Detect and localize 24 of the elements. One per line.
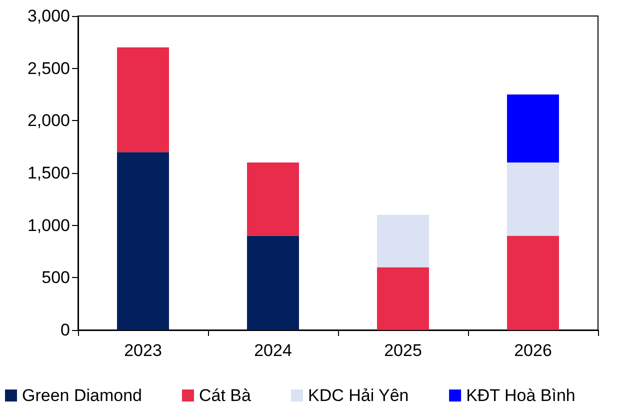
legend-label: KĐT Hoà Bình [466,386,576,405]
bar [507,236,559,330]
bar [377,267,429,330]
bar [247,162,299,236]
x-tick-label: 2023 [124,341,162,360]
y-tick-label: 3,000 [27,6,70,26]
y-tick-label: 1,000 [27,216,70,235]
y-tick-label: 2,000 [27,111,70,130]
legend-label: Cát Bà [199,386,252,405]
bar [247,236,299,330]
y-tick-label: 0 [60,320,70,340]
y-tick-label: 2,500 [27,58,70,78]
x-tick-label: 2025 [384,341,422,360]
bar [507,94,559,163]
bar [117,152,169,330]
x-tick-label: 2026 [514,341,552,360]
y-tick-label: 500 [42,268,70,288]
bar [377,214,429,268]
legend-label: Green Diamond [22,386,142,405]
legend-label: KDC Hải Yên [308,386,409,405]
bar [507,162,559,236]
x-tick-label: 2024 [254,341,292,360]
y-tick-label: 1,500 [27,164,70,182]
bar [117,47,169,152]
